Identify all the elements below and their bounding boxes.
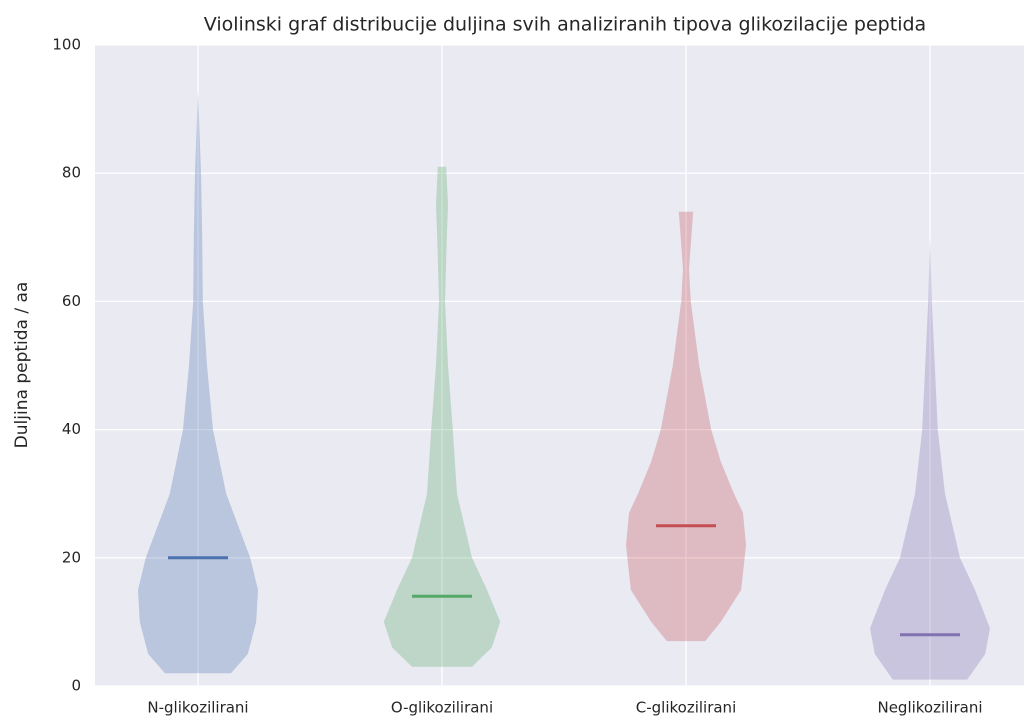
x-tick-label: Neglikozilirani (877, 699, 982, 717)
y-tick-label: 20 (62, 548, 81, 566)
violin-body (626, 211, 746, 642)
y-tick-label: 60 (62, 292, 81, 310)
y-tick-label: 80 (62, 164, 81, 182)
violin-body (870, 237, 990, 680)
y-tick-label: 0 (71, 677, 81, 695)
x-tick-label: C-glikozilirani (636, 699, 736, 717)
violin-body (383, 166, 501, 667)
x-tick-label: O-glikozilirani (391, 699, 493, 717)
y-tick-label: 100 (52, 36, 81, 54)
chart-title: Violinski graf distribucije duljina svih… (204, 14, 926, 36)
x-tick-label: N-glikozilirani (147, 699, 248, 717)
y-axis-label: Duljina peptida / aa (12, 282, 32, 449)
plot-area (95, 45, 1024, 686)
violin-body (138, 89, 258, 674)
y-tick-label: 40 (62, 420, 81, 438)
